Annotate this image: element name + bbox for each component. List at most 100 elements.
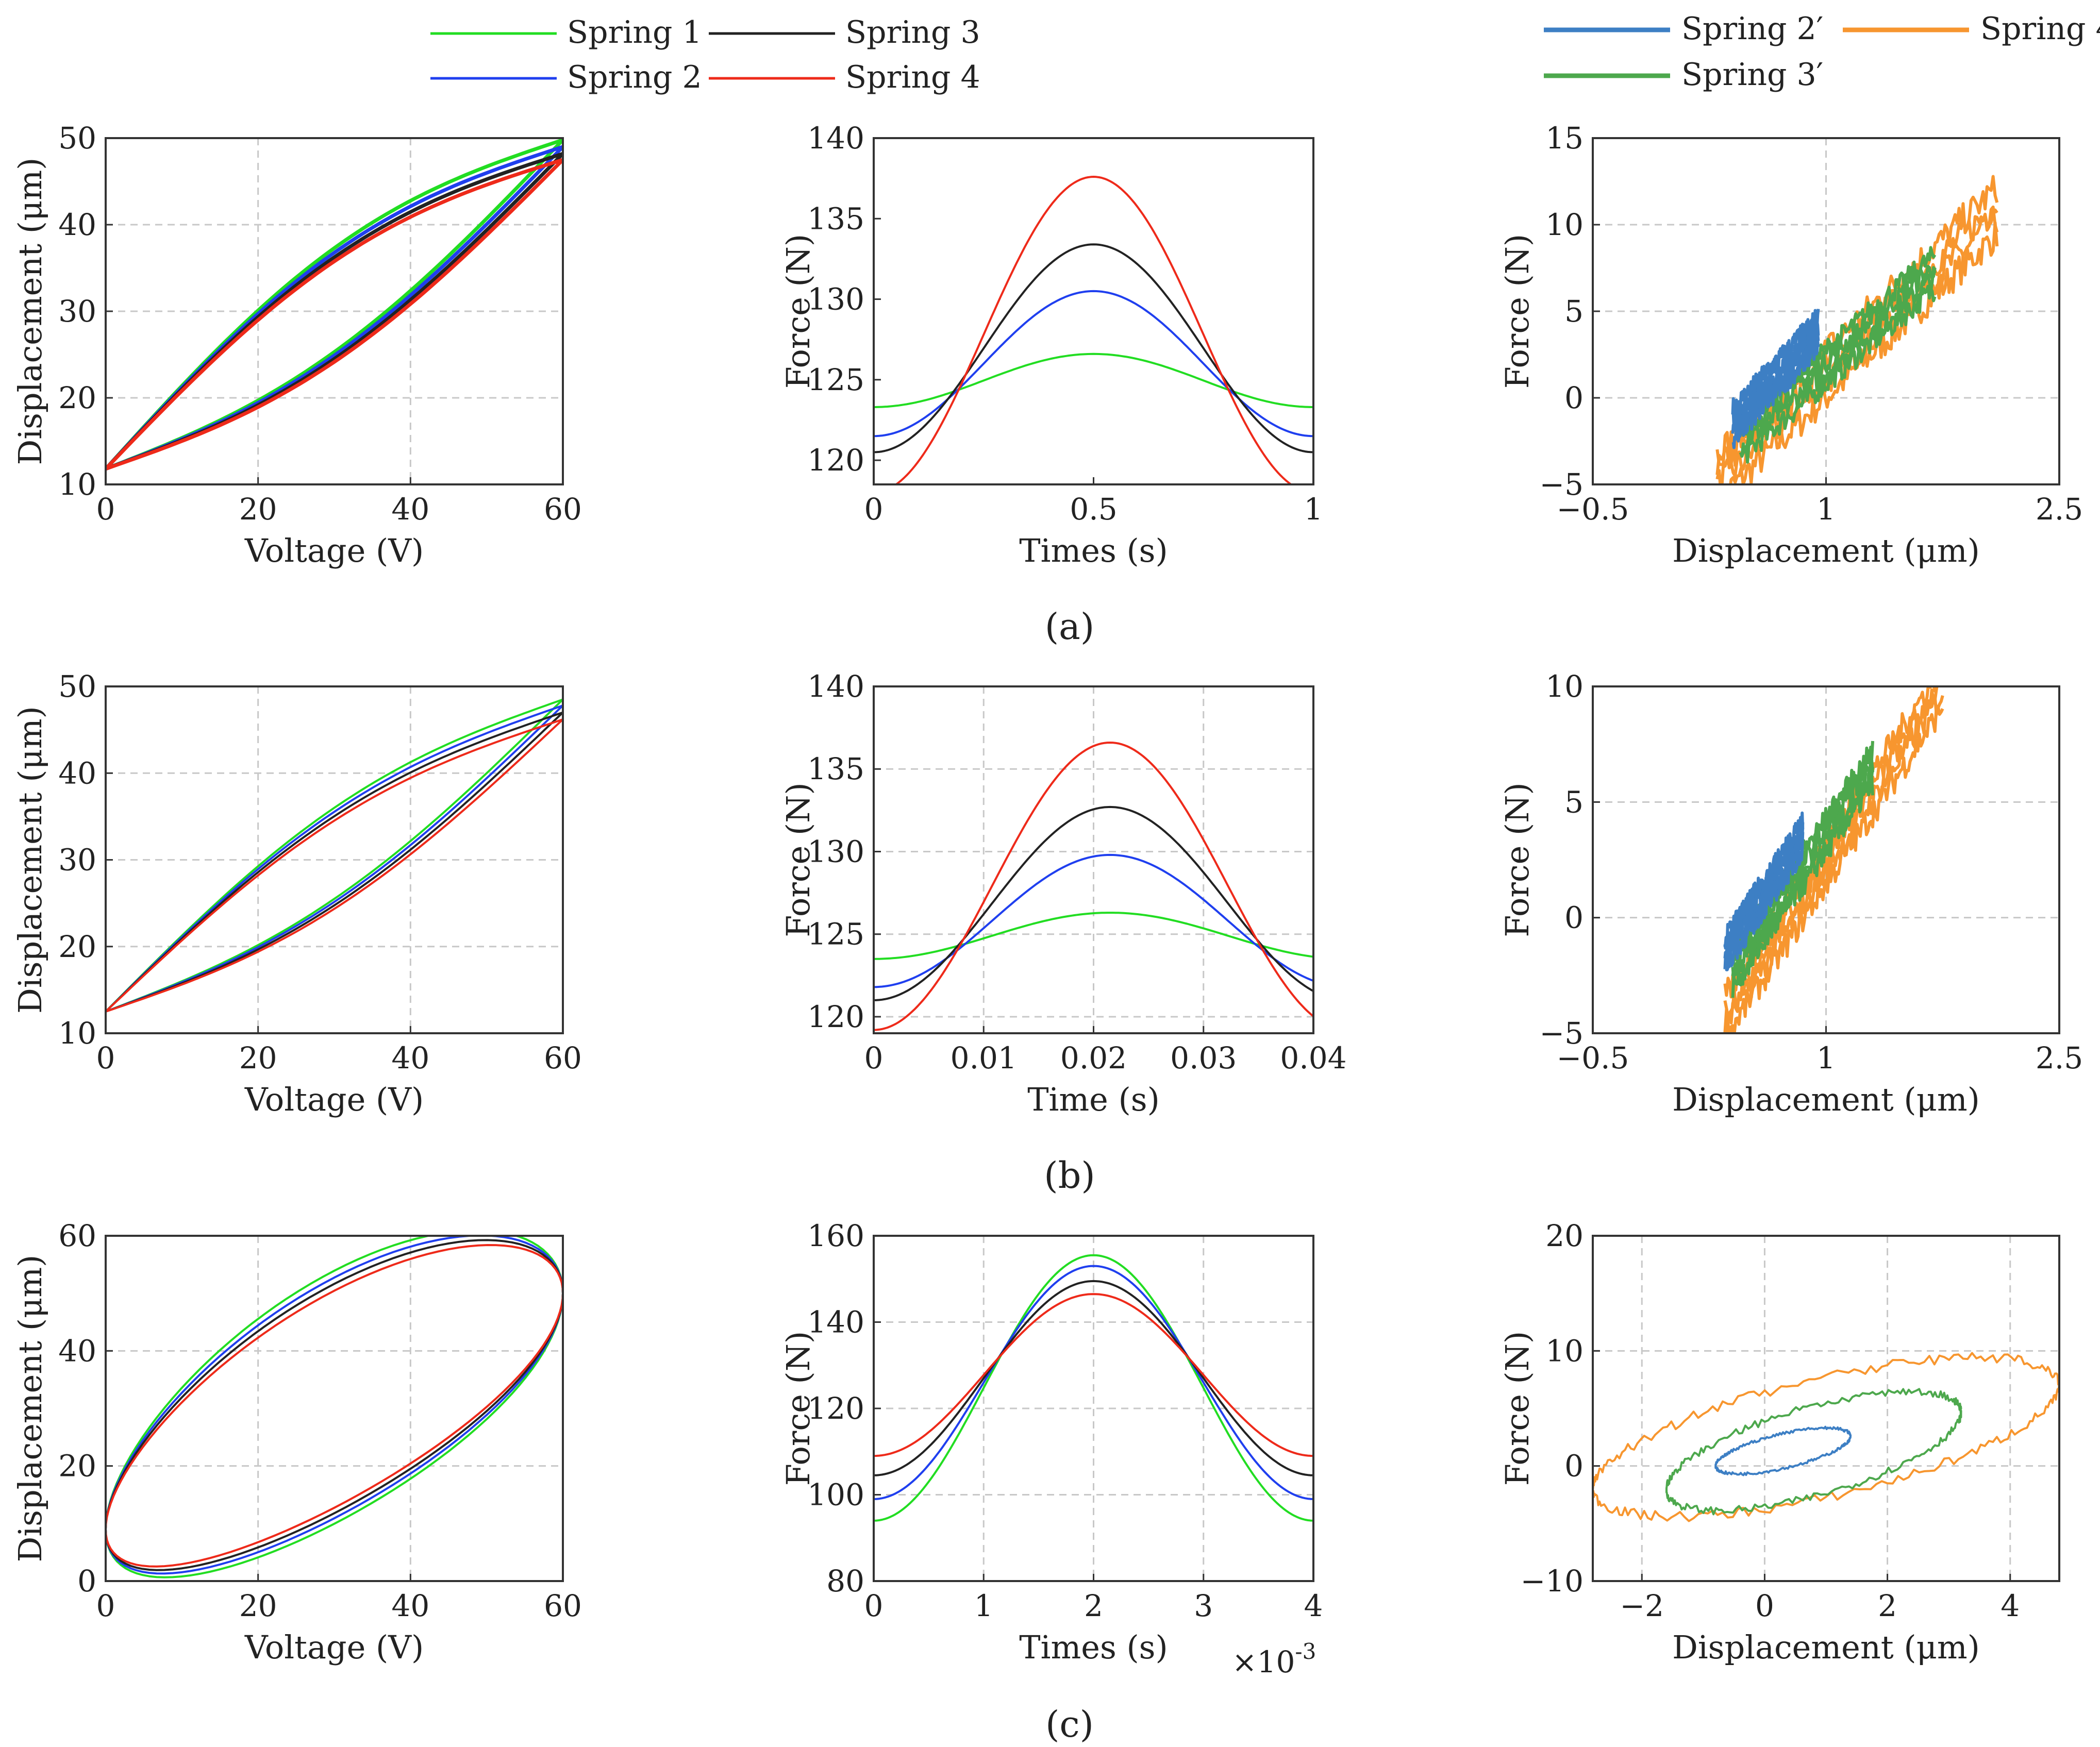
chart-c3: −2 0 2 4 −10 0 10 20 Displacement (μm) Force (N) bbox=[1498, 1218, 2060, 1666]
series-spring-3 bbox=[874, 805, 1313, 1001]
series-spring-4 bbox=[874, 1293, 1313, 1457]
x-tick-label: −0.5 bbox=[1557, 492, 1629, 527]
x-tick-label: 40 bbox=[391, 1040, 429, 1076]
chart-c1: 0 20 40 60 0 20 40 60 Voltage (V) Displacement (μ… bbox=[11, 1218, 582, 1666]
data-layer bbox=[874, 742, 1313, 1031]
y-tick-label: 120 bbox=[807, 443, 864, 478]
x-tick-label: 1 bbox=[974, 1588, 993, 1623]
series-spring-1 bbox=[106, 1236, 563, 1578]
caption-a: (a) bbox=[1045, 606, 1094, 648]
y-tick-label: 125 bbox=[807, 917, 864, 952]
x-tick-label: 40 bbox=[391, 492, 429, 527]
y-tick-label: 80 bbox=[826, 1564, 864, 1599]
x-axis-label: Displacement (μm) bbox=[1672, 1081, 1980, 1118]
y-tick-label: 5 bbox=[1564, 784, 1584, 819]
chart-b1: 0 20 40 60 10 20 30 40 50 Voltage (V) Displacement… bbox=[11, 669, 582, 1118]
axes-frame bbox=[105, 1235, 564, 1582]
y-axis-label: Force (N) bbox=[1498, 1331, 1536, 1486]
chart-a3: −0.5 1 2.5 −5 0 5 10 15 Displacement (μm) Force (… bbox=[1498, 121, 2083, 569]
chart-c2: 0 1 2 3 4 80 100 120 140 160 Times (s) Force (N) bbox=[779, 1218, 1323, 1666]
chart-b2: 0 0.01 0.02 0.03 0.04 120 125 130 135 140 Time (s)… bbox=[779, 669, 1347, 1118]
ellipse-spring-3p bbox=[1665, 1388, 1962, 1516]
y-axis-label: Displacement (μm) bbox=[11, 1255, 49, 1563]
ellipse-spring-4p bbox=[1593, 1352, 2059, 1522]
x-tick-label: 60 bbox=[544, 492, 582, 527]
y-tick-label: 120 bbox=[807, 999, 864, 1034]
data-layer bbox=[874, 1254, 1313, 1522]
y-tick-label: 0 bbox=[77, 1564, 96, 1599]
y-tick-label: 0 bbox=[1564, 900, 1584, 935]
x-tick-label: 0.03 bbox=[1170, 1040, 1237, 1076]
y-tick-label: 0 bbox=[1564, 380, 1584, 415]
legend-label-spring4: Spring 4 bbox=[845, 59, 980, 95]
x-axis-label: Voltage (V) bbox=[244, 1628, 424, 1666]
x-tick-label: 4 bbox=[2001, 1588, 2020, 1623]
series-spring-4 bbox=[874, 742, 1313, 1031]
y-tick-label: 130 bbox=[807, 282, 864, 317]
x-tick-label: 60 bbox=[544, 1588, 582, 1623]
legend-label-spring2p: Spring 2′ bbox=[1681, 11, 1823, 47]
chart-a2: 0 0.5 1 120 125 130 135 140 Times (s) Force (N) bbox=[779, 121, 1323, 569]
legend-label-spring4p: Spring 4′ bbox=[1980, 11, 2100, 47]
y-tick-label: 10 bbox=[58, 1016, 96, 1051]
series-spring-3 bbox=[874, 1280, 1313, 1476]
series-spring-2 bbox=[874, 1265, 1313, 1500]
x-tick-label: 20 bbox=[239, 492, 277, 527]
y-tick-label: 20 bbox=[58, 1449, 96, 1484]
y-axis-label: Displacement (μm) bbox=[11, 158, 49, 465]
x-tick-label: −0.5 bbox=[1557, 1040, 1629, 1076]
y-tick-label: 10 bbox=[1545, 669, 1584, 704]
y-tick-label: 140 bbox=[807, 669, 864, 704]
x-tick-label: 0 bbox=[96, 492, 115, 527]
y-tick-label: 40 bbox=[58, 1333, 96, 1368]
x-tick-label: 20 bbox=[239, 1588, 277, 1623]
y-tick-label: 20 bbox=[1545, 1218, 1584, 1253]
chart-a1: 0 20 40 60 10 20 30 40 50 Voltage (V) Displacement… bbox=[11, 121, 582, 569]
y-tick-label: 120 bbox=[807, 1391, 864, 1426]
x-tick-label: 0.01 bbox=[951, 1040, 1017, 1076]
exponent-base: ×10 bbox=[1232, 1644, 1295, 1679]
series-spring-2 bbox=[106, 145, 563, 471]
y-tick-label: 20 bbox=[58, 929, 96, 964]
x-tick-label: 2.5 bbox=[2036, 492, 2083, 527]
x-tick-label: −2 bbox=[1620, 1588, 1664, 1623]
y-tick-label: 40 bbox=[58, 755, 96, 791]
data-layer bbox=[1715, 175, 1999, 484]
x-axis-label: Voltage (V) bbox=[244, 532, 424, 569]
y-tick-label: 140 bbox=[807, 121, 864, 156]
y-tick-label: 135 bbox=[807, 201, 864, 236]
y-tick-label: 10 bbox=[58, 467, 96, 502]
x-axis-label: Voltage (V) bbox=[244, 1081, 424, 1118]
y-tick-label: 50 bbox=[58, 669, 96, 704]
data-layer bbox=[106, 1236, 563, 1578]
y-tick-label: −5 bbox=[1540, 467, 1584, 502]
x-tick-label: 0.5 bbox=[1070, 492, 1117, 527]
series-spring-3 bbox=[874, 243, 1313, 453]
x-axis-label: Times (s) bbox=[1019, 532, 1168, 569]
y-tick-label: 100 bbox=[807, 1477, 864, 1513]
data-layer bbox=[874, 176, 1313, 484]
x-tick-label: 0.02 bbox=[1060, 1040, 1127, 1076]
legend-label-spring2: Spring 2 bbox=[567, 59, 702, 95]
x-tick-label: 0 bbox=[1755, 1588, 1774, 1623]
series-spring-1 bbox=[874, 352, 1313, 408]
caption-b: (b) bbox=[1044, 1154, 1095, 1197]
y-tick-label: 40 bbox=[58, 207, 96, 242]
axes-frame bbox=[1592, 1235, 2060, 1582]
y-tick-label: −5 bbox=[1540, 1016, 1584, 1051]
x-axis-label: Displacement (μm) bbox=[1672, 532, 1980, 569]
y-tick-label: 130 bbox=[807, 834, 864, 869]
x-tick-label: 2 bbox=[1084, 1588, 1103, 1623]
x-axis-label: Times (s) bbox=[1019, 1628, 1168, 1666]
x-tick-label: 0 bbox=[96, 1040, 115, 1076]
series-spring-1 bbox=[106, 138, 563, 471]
y-tick-label: 30 bbox=[58, 843, 96, 878]
data-layer bbox=[1593, 1352, 2059, 1522]
series-spring-4 bbox=[106, 1244, 563, 1568]
x-tick-label: 2 bbox=[1878, 1588, 1897, 1623]
data-layer bbox=[106, 698, 563, 1013]
chart-b3: −0.5 1 2.5 −5 0 5 10 Displacement (μm) Force (N) bbox=[1498, 669, 2083, 1118]
legend-right: Spring 2′ Spring 4′ Spring 3′ bbox=[1544, 11, 2100, 93]
